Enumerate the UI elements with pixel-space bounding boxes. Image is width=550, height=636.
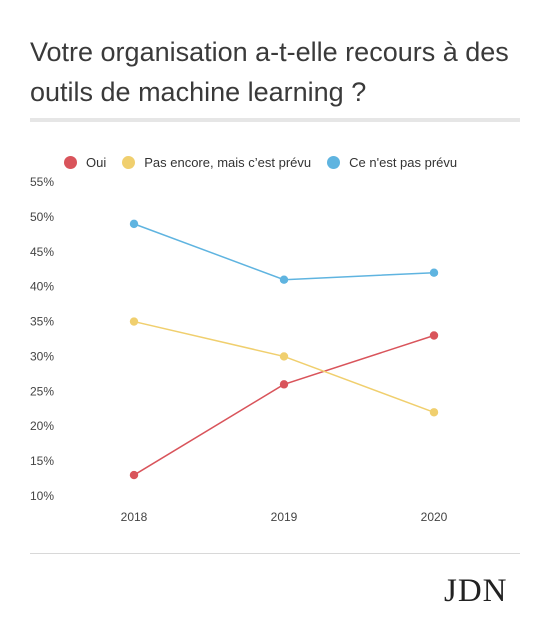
- y-tick-label: 25%: [30, 384, 54, 398]
- y-tick-label: 20%: [30, 419, 54, 433]
- legend-label-oui: Oui: [86, 154, 107, 170]
- legend-label-pas-encore: Pas encore, mais c’est prévu: [144, 154, 312, 170]
- legend-item-oui: Oui: [64, 155, 106, 170]
- chart-title: Votre organisation a-t-elle recours à de…: [30, 37, 509, 107]
- jdn-logo: JDN: [444, 573, 508, 609]
- legend-label-pas-prevu: Ce n'est pas prévu: [349, 154, 458, 170]
- y-tick-label: 15%: [30, 454, 54, 468]
- data-point-2-1: [279, 275, 289, 284]
- x-tick-label: 2019: [271, 510, 298, 524]
- y-tick-label: 30%: [30, 349, 54, 363]
- title-divider: [30, 118, 520, 122]
- legend-marker-pas-encore: [122, 155, 136, 169]
- data-point-2-0: [129, 219, 139, 229]
- y-tick-label: 35%: [30, 315, 54, 329]
- data-point-1-2: [429, 408, 439, 417]
- x-tick-label: 2020: [421, 510, 448, 524]
- data-point-2-2: [429, 268, 439, 277]
- legend-item-pas-prevu: Ce n'est pas prévu: [327, 155, 457, 170]
- legend-marker-pas-prevu: [327, 155, 341, 169]
- line-chart: 10% 15% 20% 25% 30% 35% 40% 45% 50% 55% 2018 2019 20…: [30, 175, 448, 524]
- data-point-0-1: [279, 380, 289, 389]
- data-point-1-0: [129, 317, 139, 326]
- y-tick-label: 45%: [30, 245, 54, 259]
- y-tick-label: 55%: [30, 175, 54, 189]
- y-tick-label: 50%: [30, 210, 54, 224]
- legend-item-pas-encore: Pas encore, mais c’est prévu: [122, 155, 311, 170]
- y-tick-label: 40%: [30, 280, 54, 294]
- series-line-2: [133, 223, 435, 281]
- legend-marker-oui: [64, 155, 77, 169]
- footer-divider: [30, 553, 520, 554]
- x-tick-label: 2018: [121, 510, 148, 524]
- series-line-1: [133, 320, 435, 413]
- y-tick-label: 10%: [30, 489, 54, 503]
- chart-legend: Oui Pas encore, mais c’est prévu Ce n'es…: [64, 151, 473, 173]
- data-point-1-1: [279, 352, 289, 361]
- data-point-0-2: [429, 331, 439, 340]
- data-point-0-0: [129, 470, 139, 480]
